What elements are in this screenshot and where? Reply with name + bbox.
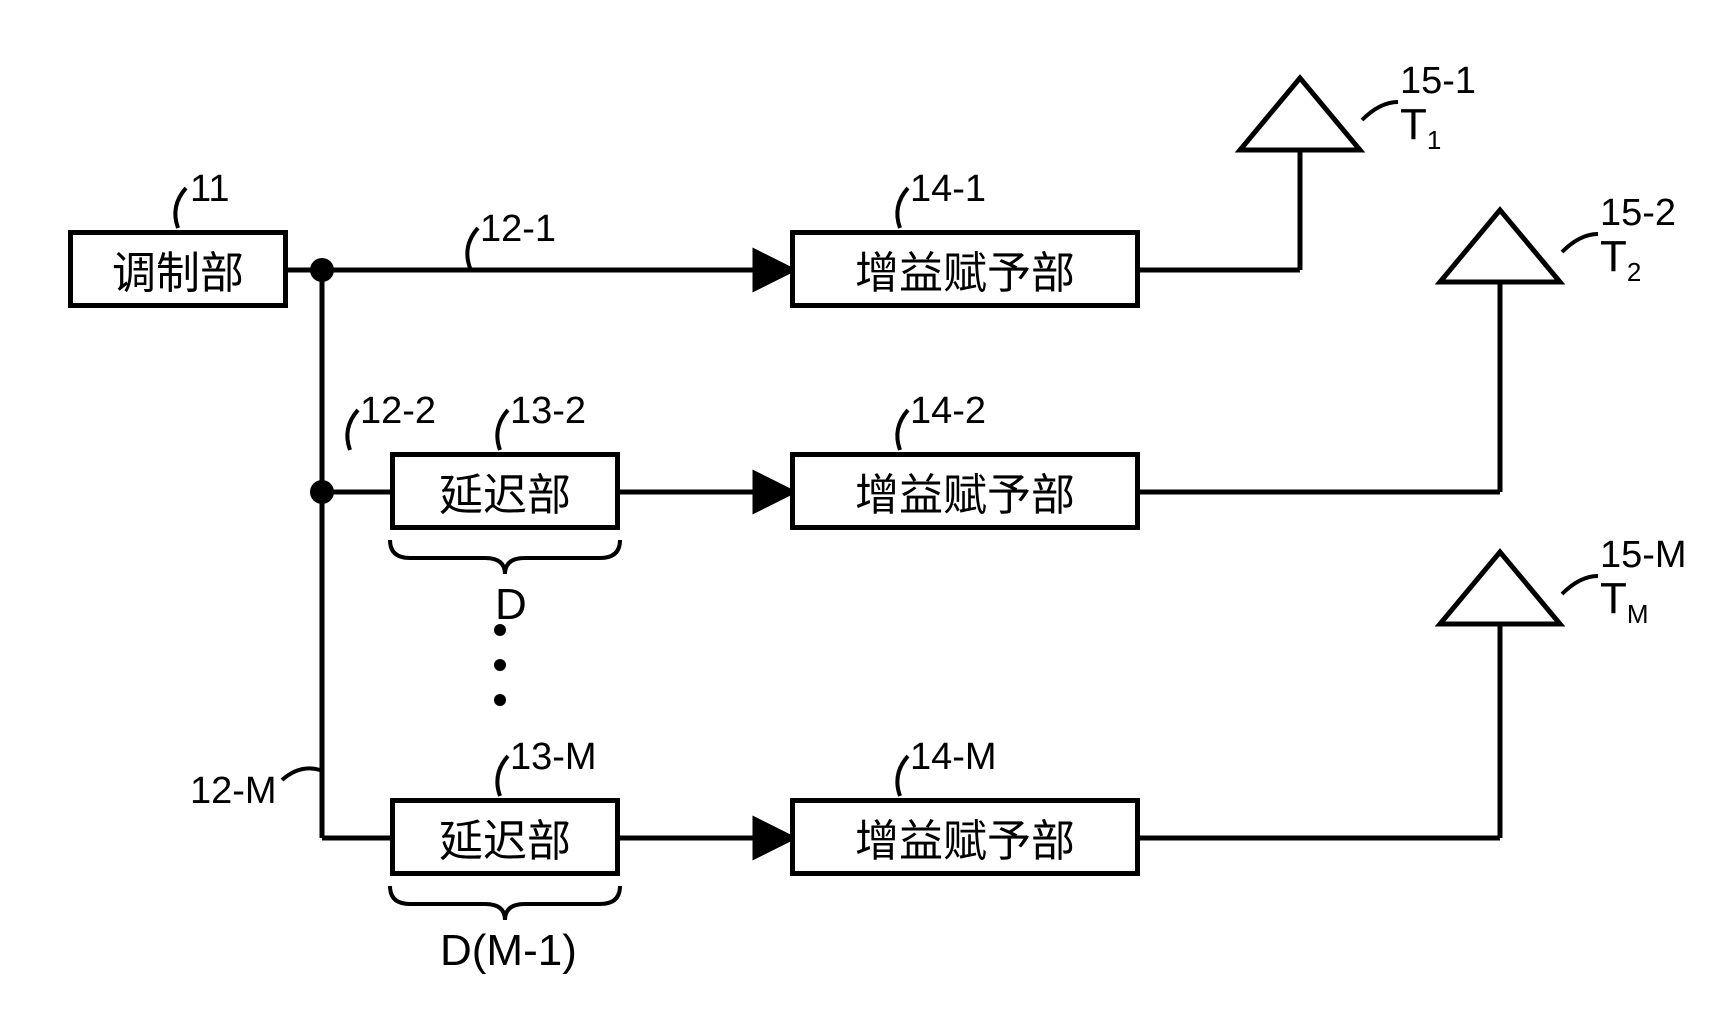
ref-12-m: 12-M <box>190 770 277 813</box>
modulator-block: 调制部 <box>68 230 288 308</box>
ref-12-1: 12-1 <box>480 208 556 251</box>
t2-sym: T <box>1600 232 1627 281</box>
delay-block-2: 延迟部 <box>390 452 620 530</box>
delay2-text: 延迟部 <box>439 459 571 523</box>
delay-block-m: 延迟部 <box>390 798 620 876</box>
ref-12-2: 12-2 <box>360 390 436 433</box>
t1-sym: T <box>1400 100 1427 149</box>
ref-14-2: 14-2 <box>910 390 986 433</box>
ref-11: 11 <box>190 168 229 211</box>
gain-block-1: 增益赋予部 <box>790 230 1140 308</box>
gainm-text: 增益赋予部 <box>855 805 1075 869</box>
ref-14-m: 14-M <box>910 736 997 779</box>
ref-15-1: 15-1 <box>1400 60 1476 103</box>
t1-sub: 1 <box>1427 125 1441 155</box>
antenna-sym-1: T1 <box>1400 100 1441 156</box>
gain2-text: 增益赋予部 <box>855 459 1075 523</box>
t2-sub: 2 <box>1627 257 1641 287</box>
ref-15-m: 15-M <box>1600 534 1687 577</box>
gain-block-m: 增益赋予部 <box>790 798 1140 876</box>
brace-label-d: D <box>495 580 527 630</box>
tm-sub: M <box>1627 599 1649 629</box>
modulator-text: 调制部 <box>112 237 244 301</box>
ref-14-1: 14-1 <box>910 168 986 211</box>
ref-15-2: 15-2 <box>1600 192 1676 235</box>
tm-sym: T <box>1600 574 1627 623</box>
antenna-sym-2: T2 <box>1600 232 1641 288</box>
ref-13-2: 13-2 <box>510 390 586 433</box>
diagram-canvas: 调制部 延迟部 延迟部 增益赋予部 增益赋予部 增益赋予部 11 12-1 12… <box>0 0 1733 1017</box>
gain-block-2: 增益赋予部 <box>790 452 1140 530</box>
antenna-sym-m: TM <box>1600 574 1649 630</box>
ref-13-m: 13-M <box>510 736 597 779</box>
delaym-text: 延迟部 <box>439 805 571 869</box>
gain1-text: 增益赋予部 <box>855 237 1075 301</box>
brace-label-dm1: D(M-1) <box>440 926 577 976</box>
